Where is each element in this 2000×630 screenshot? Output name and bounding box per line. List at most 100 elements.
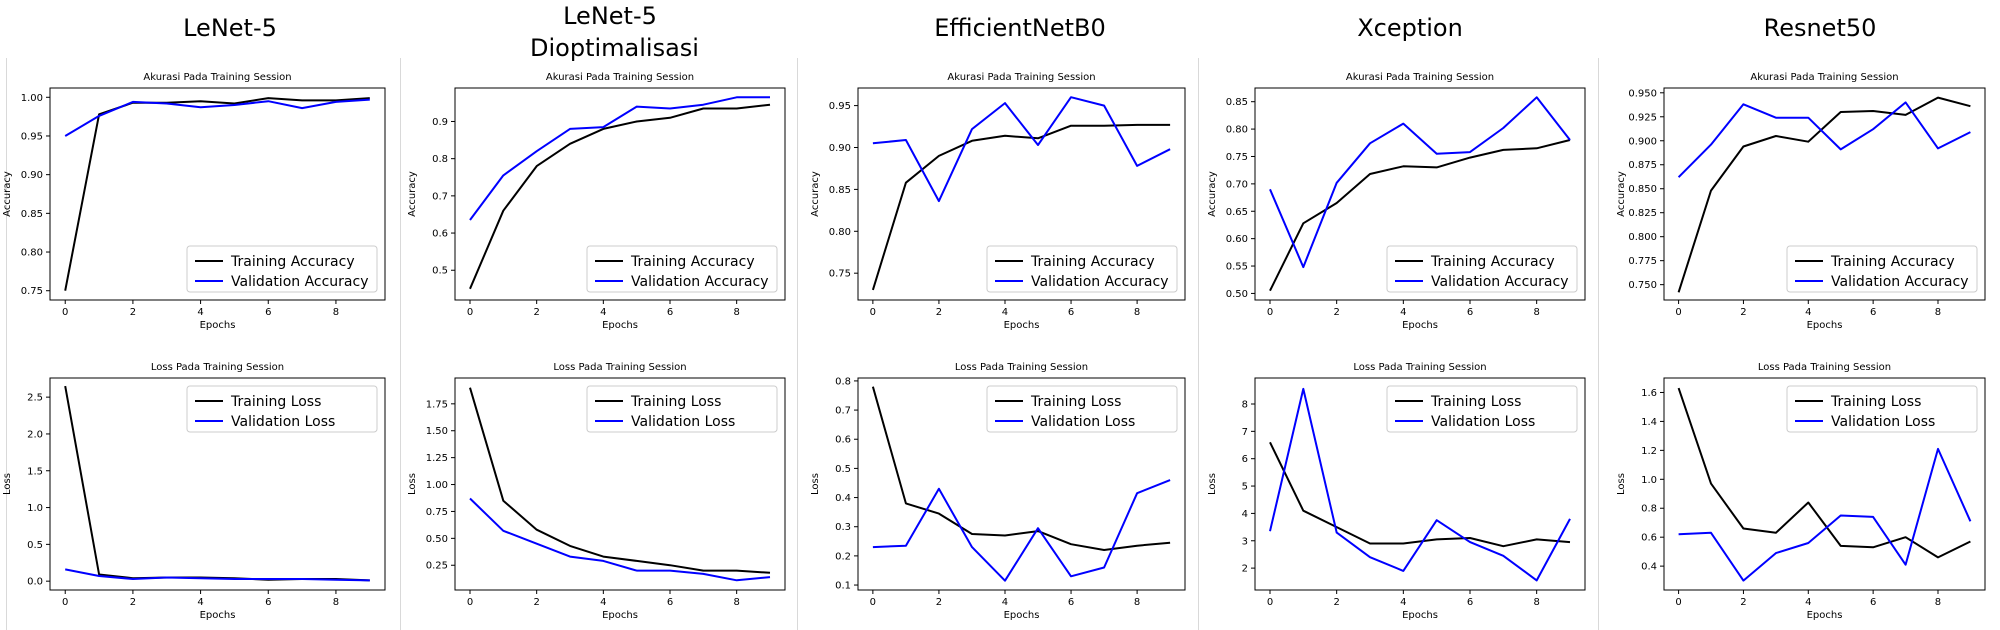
- column-divider: [797, 58, 798, 630]
- y-tick-label: 0.50: [1226, 289, 1248, 300]
- x-tick-label: 8: [733, 597, 739, 608]
- x-tick-label: 0: [1267, 597, 1273, 608]
- legend-label: Training Loss: [630, 394, 721, 410]
- x-tick-label: 4: [1002, 307, 1008, 318]
- y-tick-label: 0.0: [27, 577, 43, 588]
- model-title-line: Resnet50: [1763, 14, 1877, 42]
- legend-label: Training Accuracy: [230, 254, 355, 270]
- y-tick-label: 0.6: [835, 435, 851, 446]
- x-tick-label: 4: [1400, 307, 1406, 318]
- legend-box: [986, 385, 1178, 433]
- x-tick-label: 6: [667, 307, 673, 318]
- training-loss-line: [1269, 441, 1571, 548]
- x-tick-label: 8: [733, 307, 739, 318]
- x-tick-label: 6: [1068, 307, 1074, 318]
- x-tick-label: 8: [1533, 307, 1539, 318]
- y-tick-label: 2: [1242, 564, 1248, 575]
- validation-accuracy-line: [1677, 101, 1971, 178]
- training-loss-line: [469, 387, 771, 574]
- y-tick-label: 0.7: [835, 406, 851, 417]
- legend-label: Validation Loss: [231, 414, 335, 430]
- validation-loss-line: [469, 497, 771, 582]
- training-accuracy-line: [1677, 96, 1971, 293]
- model-title-line: LeNet-5: [183, 14, 277, 42]
- legend-label: Training Loss: [1830, 394, 1921, 410]
- x-tick-label: 2: [1333, 597, 1339, 608]
- y-tick-label: 0.25: [426, 561, 448, 572]
- x-tick-label: 8: [1134, 307, 1140, 318]
- chart-title: Loss Pada Training Session: [151, 362, 284, 373]
- y-tick-label: 0.80: [21, 248, 43, 259]
- x-axis-label: Epochs: [1004, 320, 1040, 331]
- y-tick-label: 4: [1242, 509, 1248, 520]
- y-tick-label: 1.75: [426, 399, 448, 410]
- legend-label: Validation Accuracy: [631, 274, 769, 290]
- legend-label: Validation Loss: [1831, 414, 1935, 430]
- y-tick-label: 0.5: [27, 540, 43, 551]
- y-tick-label: 0.85: [829, 185, 851, 196]
- y-tick-label: 0.80: [829, 227, 851, 238]
- x-tick-label: 4: [1805, 307, 1811, 318]
- chart-title: Akurasi Pada Training Session: [1750, 72, 1898, 83]
- plot-frame: [857, 377, 1186, 591]
- y-tick-label: 0.85: [1226, 97, 1248, 108]
- loss-chart-resnet50: Loss Pada Training Session 0 2 4 6 8 0.4 0.6 0.8…: [1616, 362, 1986, 621]
- y-tick-label: 0.950: [1628, 88, 1657, 99]
- y-tick-label: 7: [1242, 427, 1248, 438]
- x-tick-label: 6: [1068, 597, 1074, 608]
- legend-label: Validation Loss: [631, 414, 735, 430]
- x-tick-label: 4: [197, 307, 203, 318]
- training-accuracy-line: [469, 103, 771, 290]
- validation-accuracy-line: [1269, 96, 1571, 269]
- y-axis-label: Loss: [1207, 473, 1218, 495]
- x-tick-label: 6: [265, 307, 271, 318]
- y-tick-label: 1.0: [1641, 475, 1657, 486]
- model-title-line: LeNet-5: [563, 2, 657, 30]
- y-tick-label: 0.95: [21, 131, 43, 142]
- chart-title: Loss Pada Training Session: [955, 362, 1088, 373]
- x-tick-label: 2: [1740, 597, 1746, 608]
- legend-box: [1386, 245, 1578, 293]
- y-tick-label: 0.875: [1628, 160, 1657, 171]
- legend-label: Validation Accuracy: [231, 274, 369, 290]
- legend-label: Training Accuracy: [630, 254, 755, 270]
- legend-box: [1386, 385, 1578, 433]
- y-tick-label: 1.00: [21, 93, 43, 104]
- x-tick-label: 0: [62, 597, 68, 608]
- x-tick-label: 8: [333, 307, 339, 318]
- validation-loss-line: [872, 479, 1171, 582]
- y-axis-label: Accuracy: [407, 171, 418, 217]
- loss-chart-lenet5-optimized: Loss Pada Training Session 0 2 4 6 8 0.25 0.50 0…: [407, 362, 786, 621]
- y-tick-label: 0.9: [432, 117, 448, 128]
- legend-label: Validation Loss: [1431, 414, 1535, 430]
- y-tick-label: 0.8: [835, 376, 851, 387]
- y-axis-label: Accuracy: [1207, 171, 1218, 217]
- y-tick-label: 0.5: [432, 266, 448, 277]
- x-axis-label: Epochs: [602, 320, 638, 331]
- y-tick-label: 1.5: [27, 466, 43, 477]
- legend-label: Training Loss: [230, 394, 321, 410]
- y-tick-label: 0.925: [1628, 112, 1657, 123]
- y-tick-label: 1.0: [27, 503, 43, 514]
- y-tick-label: 0.80: [1226, 125, 1248, 136]
- legend-box: [986, 245, 1178, 293]
- chart-title: Loss Pada Training Session: [1758, 362, 1891, 373]
- x-tick-label: 4: [600, 597, 606, 608]
- x-tick-label: 6: [1870, 307, 1876, 318]
- x-tick-label: 0: [870, 597, 876, 608]
- accuracy-chart-efficientnetb0: Akurasi Pada Training Session 0 2 4 6 8 0.75 0.…: [810, 72, 1186, 331]
- x-axis-label: Epochs: [1402, 320, 1438, 331]
- training-loss-line: [1677, 387, 1971, 559]
- model-title-line: Xception: [1357, 14, 1463, 42]
- validation-loss-line: [65, 568, 370, 582]
- legend-label: Training Accuracy: [1030, 254, 1155, 270]
- model-title-efficientnetb0: EfficientNetB0: [920, 12, 1120, 44]
- validation-accuracy-line: [64, 98, 370, 137]
- x-tick-label: 2: [533, 307, 539, 318]
- x-tick-label: 8: [1935, 307, 1941, 318]
- column-divider: [6, 58, 7, 630]
- chart-title: Akurasi Pada Training Session: [546, 72, 694, 83]
- x-tick-label: 8: [1935, 597, 1941, 608]
- y-tick-label: 0.850: [1628, 184, 1657, 195]
- x-axis-label: Epochs: [200, 320, 236, 331]
